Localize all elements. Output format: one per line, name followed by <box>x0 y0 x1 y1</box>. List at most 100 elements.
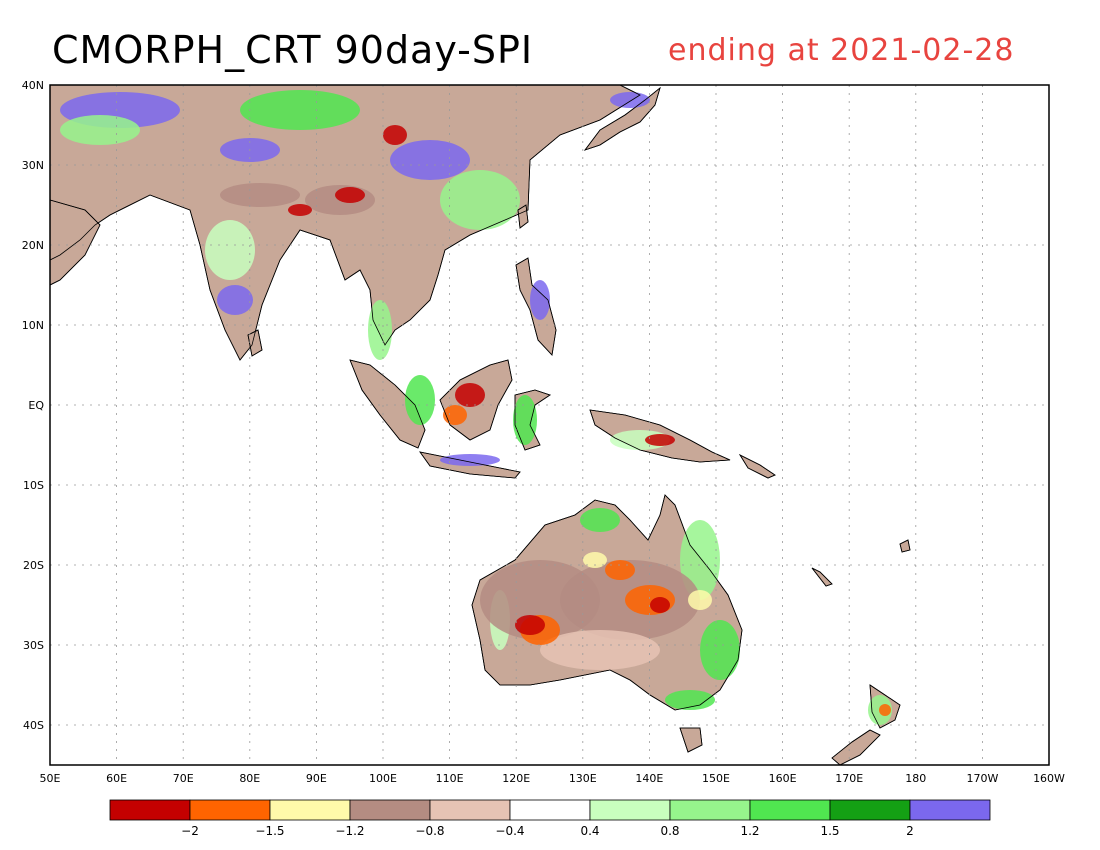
spi-patch <box>513 395 537 445</box>
colorbar-swatch <box>909 799 991 821</box>
colorbar-swatch <box>669 799 751 821</box>
colorbar-label: 0.8 <box>660 824 679 838</box>
spi-patch <box>515 615 545 635</box>
lon-label: 170E <box>835 772 863 785</box>
spi-patch <box>665 690 715 710</box>
spi-patch <box>443 405 467 425</box>
coastline <box>50 199 101 286</box>
lat-label: 20N <box>22 239 44 252</box>
spi-patch <box>879 704 891 716</box>
lon-label: 150E <box>702 772 730 785</box>
lat-labels: 40N 30N 20N 10N EQ 10S 20S 30S 40S <box>22 79 45 732</box>
land-tasmania <box>679 727 703 753</box>
spi-patch <box>700 620 740 680</box>
lon-label: 140E <box>635 772 663 785</box>
lon-label: 100E <box>369 772 397 785</box>
spi-patch <box>645 434 675 446</box>
spi-patch <box>60 115 140 145</box>
lon-label: 90E <box>306 772 327 785</box>
spi-patch <box>288 204 312 216</box>
coastline <box>738 454 776 479</box>
coastline <box>517 204 529 229</box>
coastline <box>589 409 731 463</box>
lon-label: 50E <box>40 772 61 785</box>
spi-patch <box>530 280 550 320</box>
lat-label: 10S <box>23 479 44 492</box>
colorbar-label: 1.5 <box>820 824 839 838</box>
land-solomon <box>738 454 776 479</box>
date-subtitle: ending at 2021-02-28 <box>668 33 1015 68</box>
coastline <box>515 257 557 356</box>
lon-label: 60E <box>106 772 127 785</box>
spi-patch <box>605 560 635 580</box>
lat-label: 20S <box>23 559 44 572</box>
spi-patch <box>405 375 435 425</box>
spi-patch <box>217 285 253 315</box>
colorbar-label: −1.5 <box>255 824 284 838</box>
coastline <box>679 727 703 753</box>
coastline <box>514 389 551 451</box>
spi-patch <box>610 92 650 108</box>
colorbar-label: −0.8 <box>415 824 444 838</box>
spi-patch <box>583 552 607 568</box>
map-frame <box>49 84 1050 766</box>
map-title: CMORPH_CRT 90day-SPI <box>52 28 534 72</box>
lon-label: 160W <box>1033 772 1065 785</box>
spi-patch <box>455 383 485 407</box>
spi-patch <box>540 630 660 670</box>
spi-patch <box>205 220 255 280</box>
coastline <box>349 359 426 449</box>
spi-patch <box>688 590 712 610</box>
lon-label: 180 <box>905 772 926 785</box>
spi-patch <box>335 187 365 203</box>
coastline <box>583 86 661 151</box>
colorbar-swatch <box>429 799 511 821</box>
graticule <box>50 85 1049 765</box>
colorbar-label: 2 <box>906 824 914 838</box>
spi-patch <box>390 140 470 180</box>
lat-label: EQ <box>28 399 44 412</box>
colorbar-swatch <box>189 799 271 821</box>
colorbar-swatch <box>749 799 831 821</box>
spi-patch <box>240 90 360 130</box>
spi-patch <box>650 597 670 613</box>
lat-label: 10N <box>22 319 44 332</box>
colorbar-label: −0.4 <box>495 824 524 838</box>
colorbar-swatch <box>829 799 911 821</box>
coastline <box>419 451 521 479</box>
coastline <box>869 684 901 729</box>
colorbar-swatch <box>109 799 191 821</box>
lon-label: 110E <box>436 772 464 785</box>
lon-labels: 50E 60E 70E 80E 90E 100E 110E 120E 130E 140E 150E 1… <box>40 772 1066 785</box>
colorbar-label: 1.2 <box>740 824 759 838</box>
colorbar-swatch <box>589 799 671 821</box>
coastline <box>831 729 881 765</box>
coastline <box>439 359 513 441</box>
spi-patch <box>368 300 392 360</box>
lon-label: 80E <box>239 772 260 785</box>
lon-label: 160E <box>769 772 797 785</box>
lat-label: 40S <box>23 719 44 732</box>
colorbar-label: 0.4 <box>580 824 599 838</box>
spi-patch <box>580 508 620 532</box>
colorbar-label: −2 <box>181 824 199 838</box>
lon-label: 120E <box>502 772 530 785</box>
spi-patch <box>220 183 300 207</box>
lon-label: 130E <box>569 772 597 785</box>
lon-label: 170W <box>966 772 998 785</box>
coastline <box>811 567 833 587</box>
lat-label: 30N <box>22 159 44 172</box>
colorbar-label: −1.2 <box>335 824 364 838</box>
colorbar: −2 −1.5 −1.2 −0.8 −0.4 0.4 0.8 1.2 1.5 2 <box>109 799 991 838</box>
land-new-caledonia <box>811 567 833 587</box>
land-new-zealand-south <box>831 729 881 765</box>
spi-patch <box>440 170 520 230</box>
coastline <box>899 539 911 553</box>
lon-label: 70E <box>173 772 194 785</box>
lat-label: 30S <box>23 639 44 652</box>
spi-patch <box>383 125 407 145</box>
colorbar-swatch <box>349 799 431 821</box>
lat-label: 40N <box>22 79 44 92</box>
colorbar-swatch <box>509 799 591 821</box>
